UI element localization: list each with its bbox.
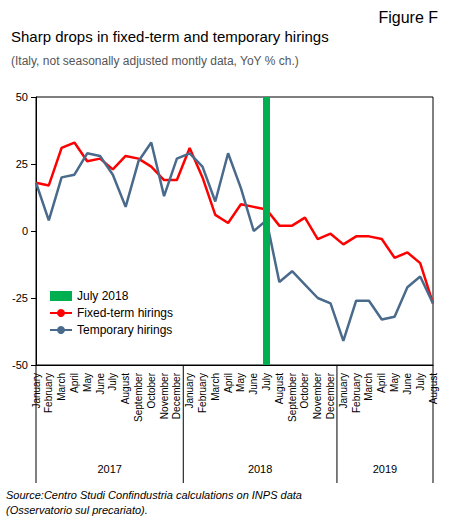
svg-text:Source:Centro Studi Confindust: Source:Centro Studi Confindustria calcul… bbox=[6, 489, 305, 501]
svg-text:Figure F: Figure F bbox=[378, 9, 438, 26]
svg-text:July: July bbox=[415, 373, 426, 391]
svg-text:February: February bbox=[43, 373, 54, 413]
svg-text:-50: -50 bbox=[12, 359, 28, 371]
svg-text:July: July bbox=[261, 373, 272, 391]
svg-text:March: March bbox=[56, 373, 67, 401]
svg-text:May: May bbox=[235, 373, 246, 392]
svg-text:April: April bbox=[376, 373, 387, 393]
svg-text:January: January bbox=[338, 373, 349, 409]
svg-text:July: July bbox=[107, 373, 118, 391]
svg-text:October: October bbox=[146, 372, 157, 408]
svg-text:December: December bbox=[325, 372, 336, 419]
svg-text:April: April bbox=[69, 373, 80, 393]
svg-text:2019: 2019 bbox=[373, 463, 397, 475]
svg-text:February: February bbox=[351, 373, 362, 413]
svg-text:September: September bbox=[287, 372, 298, 422]
svg-text:December: December bbox=[171, 372, 182, 419]
svg-text:January: January bbox=[31, 373, 42, 409]
svg-text:June: June bbox=[402, 373, 413, 395]
svg-text:November: November bbox=[159, 372, 170, 419]
svg-text:25: 25 bbox=[16, 158, 28, 170]
svg-text:-25: -25 bbox=[12, 292, 28, 304]
svg-text:March: March bbox=[210, 373, 221, 401]
svg-text:October: October bbox=[299, 372, 310, 408]
svg-text:Sharp drops in fixed-term and: Sharp drops in fixed-term and temporary … bbox=[11, 28, 329, 45]
svg-text:Temporary hirings: Temporary hirings bbox=[77, 323, 172, 337]
svg-text:March: March bbox=[363, 373, 374, 401]
svg-text:0: 0 bbox=[22, 225, 28, 237]
svg-text:June: June bbox=[95, 373, 106, 395]
svg-text:2018: 2018 bbox=[248, 463, 272, 475]
svg-text:May: May bbox=[389, 373, 400, 392]
svg-text:Fixed-term hirings: Fixed-term hirings bbox=[77, 306, 173, 320]
svg-text:2017: 2017 bbox=[97, 463, 121, 475]
svg-text:August: August bbox=[428, 373, 439, 404]
svg-text:June: June bbox=[248, 373, 259, 395]
svg-text:August: August bbox=[120, 373, 131, 404]
svg-text:50: 50 bbox=[16, 91, 28, 103]
svg-text:February: February bbox=[197, 373, 208, 413]
svg-text:(Osservatorio sul precariato).: (Osservatorio sul precariato). bbox=[6, 504, 148, 516]
svg-text:January: January bbox=[184, 373, 195, 409]
svg-text:August: August bbox=[274, 373, 285, 404]
svg-text:November: November bbox=[312, 372, 323, 419]
svg-text:April: April bbox=[223, 373, 234, 393]
svg-text:September: September bbox=[133, 372, 144, 422]
svg-text:May: May bbox=[82, 373, 93, 392]
svg-text:(Italy, not seasonally adjuste: (Italy, not seasonally adjusted montly d… bbox=[11, 54, 299, 68]
svg-text:July 2018: July 2018 bbox=[77, 289, 129, 303]
